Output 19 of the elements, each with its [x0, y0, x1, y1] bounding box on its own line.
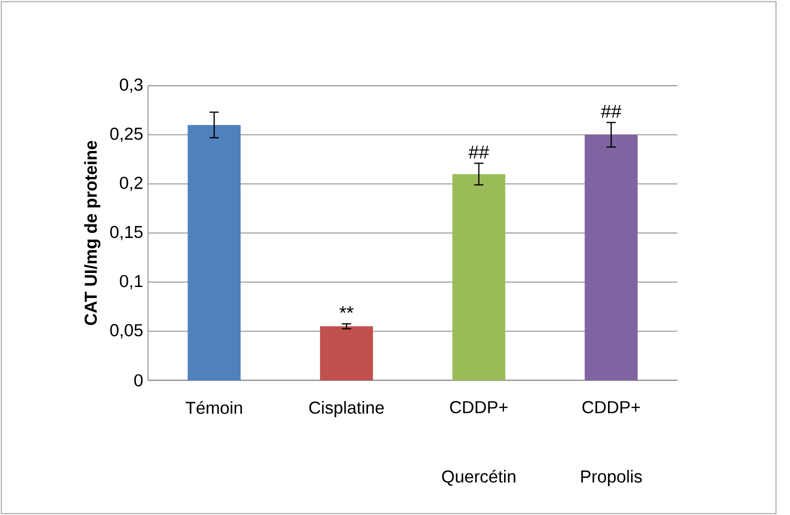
y-axis-title: CAT UI/mg de proteine — [84, 140, 100, 326]
y-tick-label: 0,2 — [120, 176, 142, 192]
y-tick-label: 0,25 — [110, 128, 143, 142]
x-tick-label: Cisplatine — [309, 401, 384, 418]
data-label: ## — [468, 146, 490, 159]
data-label: ## — [600, 105, 622, 118]
bar — [452, 174, 506, 380]
y-tick-label: 0,15 — [110, 226, 143, 240]
x-tick-label: Témoin — [186, 401, 242, 414]
category-label: CDDP+ Propolis — [581, 401, 642, 486]
y-tick-label: 0,3 — [120, 78, 143, 93]
bar — [320, 326, 373, 380]
category-label: CDDP+ Quercétin — [442, 401, 516, 486]
bar — [584, 134, 638, 380]
y-tick-label: 0,05 — [110, 324, 143, 338]
y-tick-label: 0,1 — [120, 274, 142, 290]
y-tick-label: 0 — [134, 374, 143, 386]
bar — [188, 124, 241, 380]
data-label: ** — [340, 306, 354, 313]
